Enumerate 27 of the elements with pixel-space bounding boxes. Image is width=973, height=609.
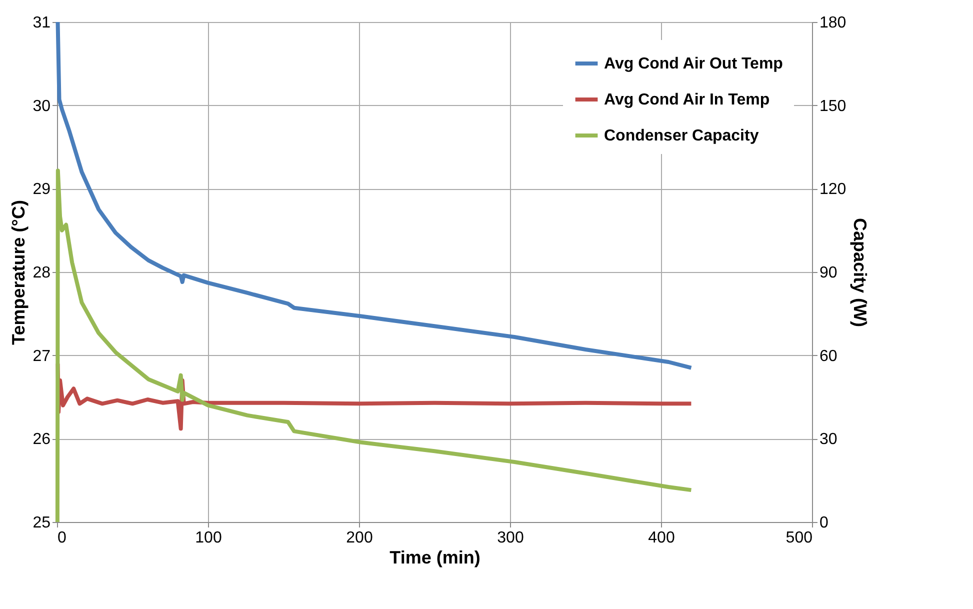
x-axis-title: Time (min) xyxy=(390,548,480,568)
x-tick-label: 100 xyxy=(195,530,222,546)
y-tick-label: 29 xyxy=(32,181,51,198)
x-tick-label: 200 xyxy=(346,530,373,546)
y2-tick-label: 60 xyxy=(820,348,838,365)
y2-tick-label: 180 xyxy=(820,14,846,32)
y2-axis-title: Capacity (W) xyxy=(850,218,870,328)
y-tick-label: 31 xyxy=(32,14,51,32)
y2-tick-label: 120 xyxy=(820,181,846,198)
y-tick-label: 26 xyxy=(32,431,51,448)
y2-tick-label: 90 xyxy=(820,264,838,282)
y2-tick-label: 30 xyxy=(820,431,838,448)
x-tick-label: 500 xyxy=(786,530,813,546)
y-tick-label: 27 xyxy=(32,348,51,365)
legend-label: Avg Cond Air Out Temp xyxy=(604,56,784,72)
legend-label: Condenser Capacity xyxy=(604,128,759,144)
y-tick-label: 28 xyxy=(32,264,51,282)
x-tick-label: 300 xyxy=(497,530,524,546)
y-axis-title: Temperature (°C) xyxy=(8,200,29,345)
x-tick-label: 0 xyxy=(58,530,66,546)
y2-tick-label: 0 xyxy=(820,514,828,532)
y-tick-label: 30 xyxy=(32,98,51,115)
x-tick-label: 400 xyxy=(648,530,675,546)
line-series xyxy=(55,168,694,524)
legend-label: Avg Cond Air In Temp xyxy=(604,92,770,108)
y2-tick-label: 150 xyxy=(820,98,846,115)
y-tick-label: 25 xyxy=(32,514,51,532)
